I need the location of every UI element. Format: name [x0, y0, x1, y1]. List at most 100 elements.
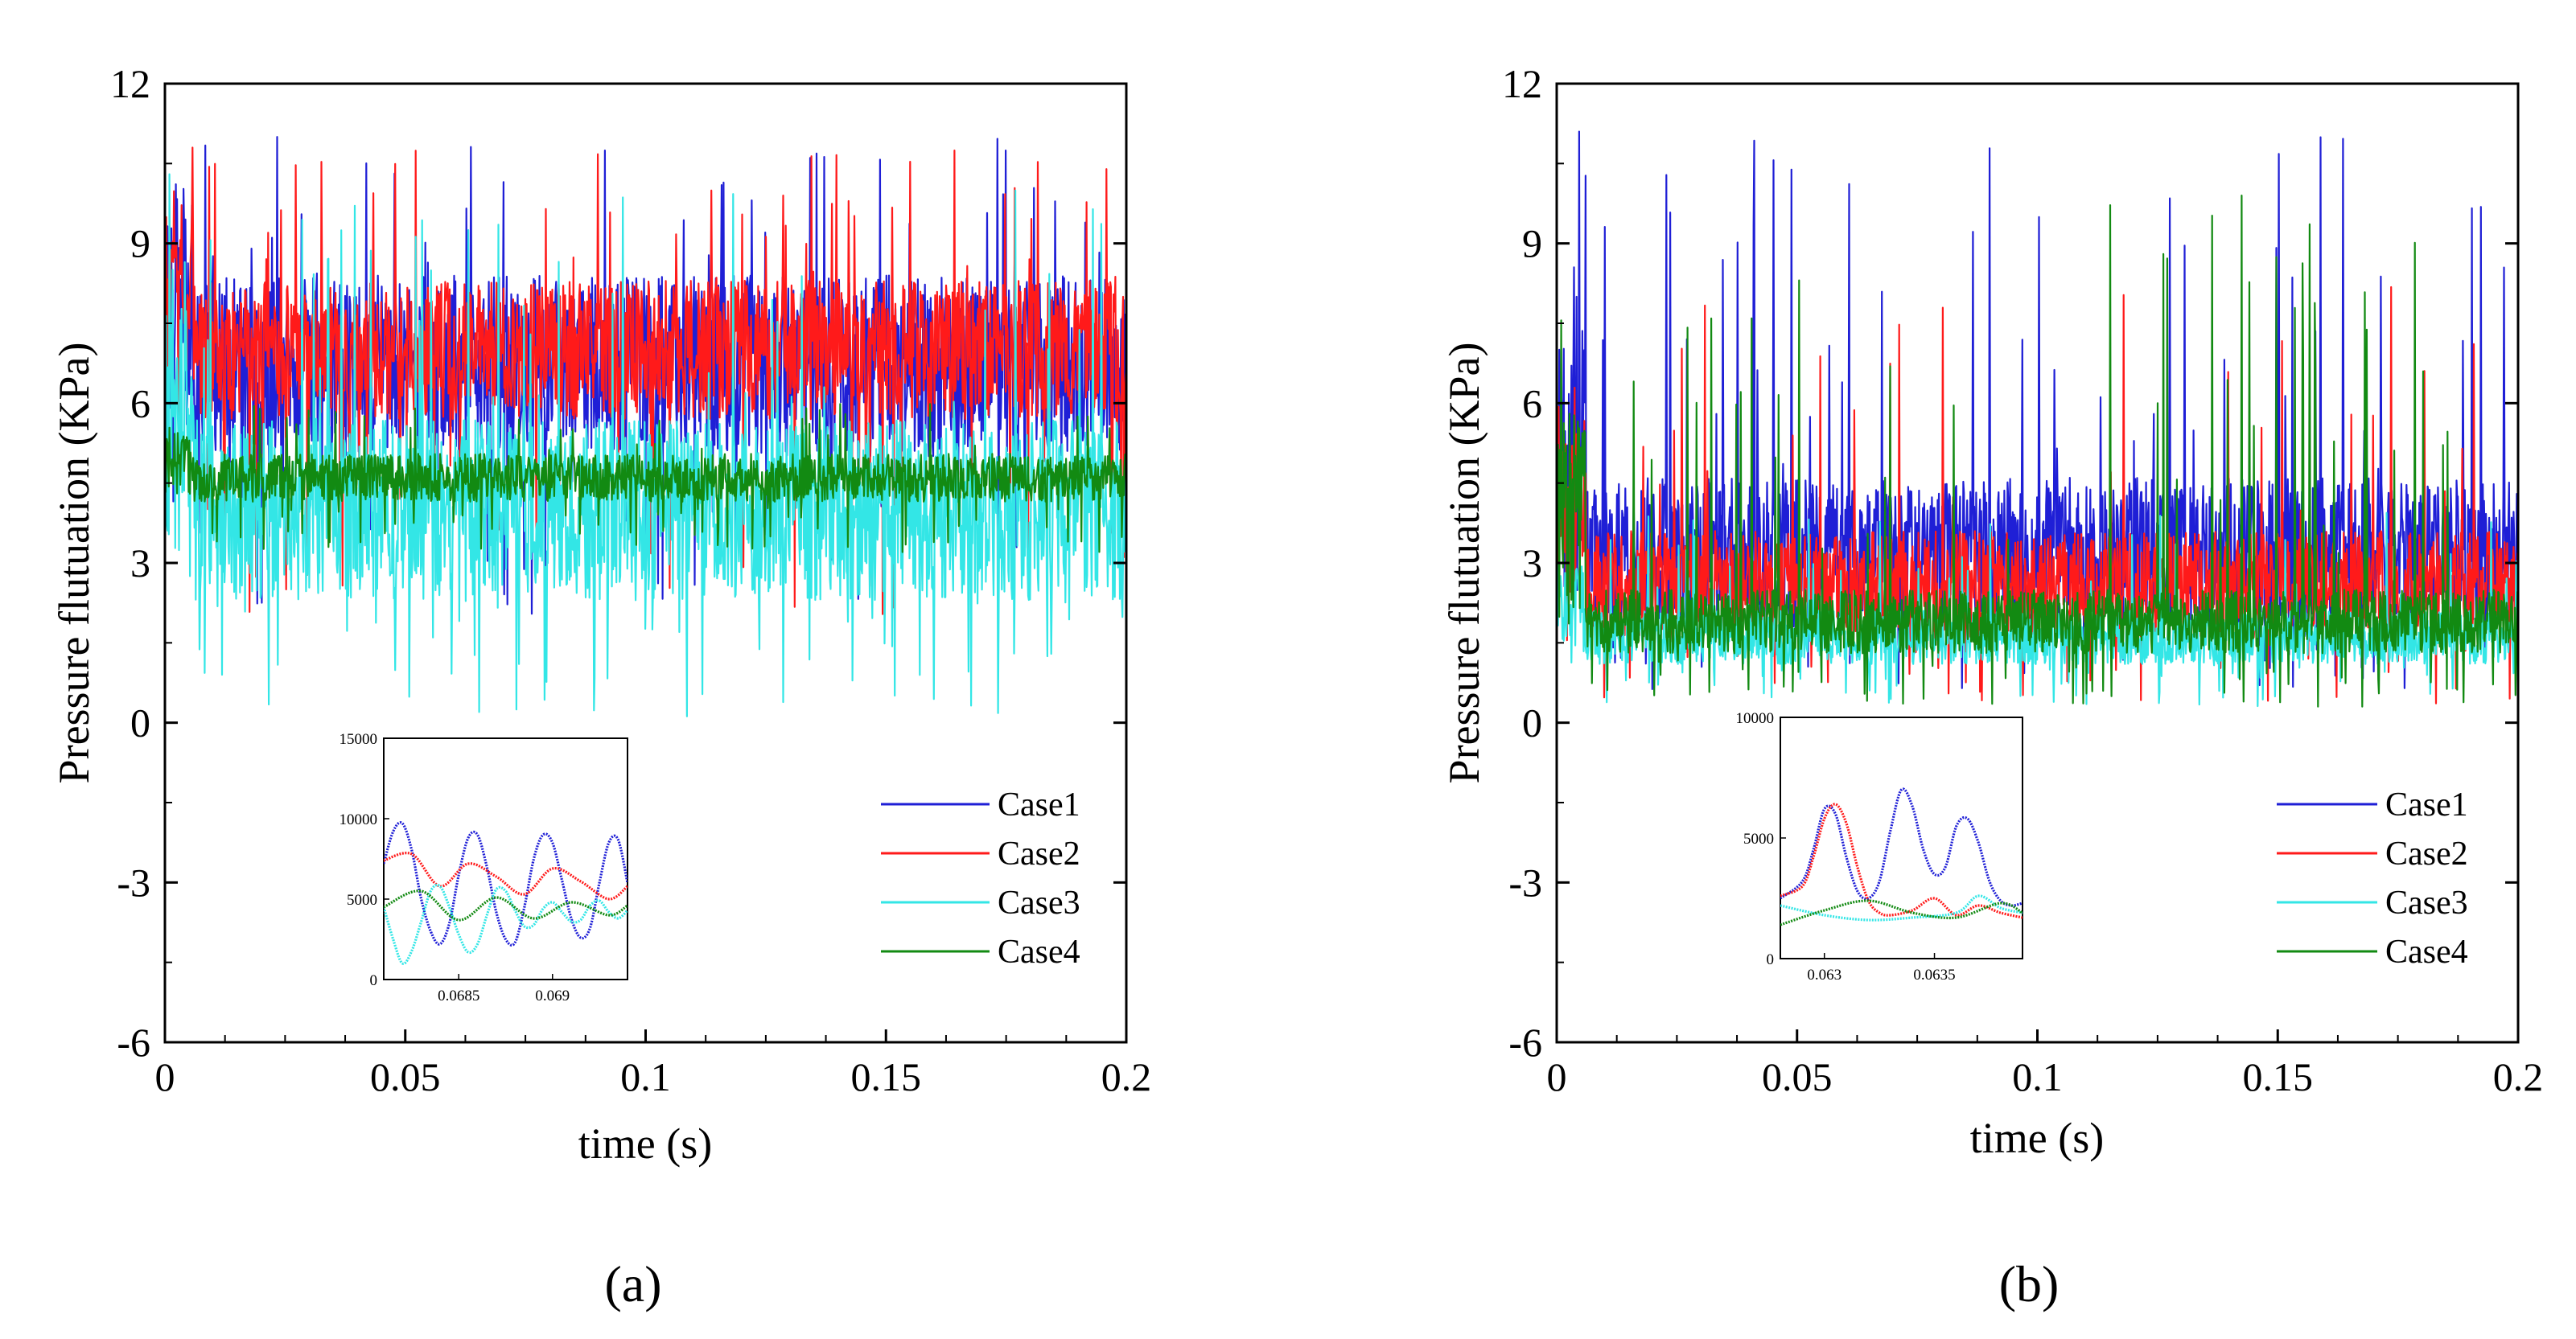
panel-b-y-tick-label-3: 3	[1522, 540, 1542, 585]
panel-b-legend-item-case4: Case4	[2277, 934, 2468, 971]
panel-b-x-tick-label-2: 0.1	[2012, 1054, 2063, 1099]
panel-b-inset-x-ticks: 0.063 0.0635	[1807, 953, 1956, 984]
panel-a-x-tick-3: 0.15	[851, 1029, 922, 1099]
panel-b-series-case4	[1557, 195, 2518, 708]
panel-a-inset-series-case1	[384, 821, 628, 947]
panel-a-x-tick-label-4: 0.2	[1101, 1054, 1152, 1099]
panel-a-y-tick-5: 9	[130, 221, 1126, 266]
panel-b-x-tick-3: 0.15	[2243, 1029, 2314, 1099]
panel-b-inset-series-case2	[1780, 803, 2023, 919]
panel-b-y-tick-label-1: -3	[1508, 860, 1542, 905]
panel-a-y-tick-label-5: 9	[130, 221, 150, 266]
panel-a-y-tick-label-1: -3	[117, 860, 150, 905]
panel-a: -6 -3 0 3 6 9 12 0 0.05 0.1 0.15 0.2 time (s) Pres…	[50, 61, 1151, 1312]
panel-a-inset-series-case3	[384, 883, 628, 965]
panel-b-x-tick-label-4: 0.2	[2493, 1054, 2544, 1099]
panel-a-inset-y-tick-label-3: 15000	[339, 731, 378, 748]
panel-a-legend: Case1 Case2 Case3 Case4	[881, 787, 1080, 971]
panel-a-x-axis-label: time (s)	[578, 1119, 712, 1168]
panel-b-y-tick-1: -3	[1508, 860, 2518, 905]
panel-b-y-tick-6: 12	[1502, 61, 2518, 106]
panel-b-x-tick-label-3: 0.15	[2243, 1054, 2314, 1099]
panel-a-inset-y-tick-label-1: 5000	[347, 892, 377, 909]
panel-b-series-case3	[1557, 511, 2518, 708]
panel-a-series-case4	[165, 403, 1126, 553]
panel-b-legend-label-case4: Case4	[2385, 934, 2468, 971]
panel-a-legend-label-case2: Case2	[998, 836, 1080, 873]
panel-a-inset-x-tick-label-0: 0.0685	[438, 988, 479, 1004]
panel-a-y-tick-1: -3	[117, 860, 1126, 905]
panel-b-x-tick-label-1: 0.05	[1762, 1054, 1833, 1099]
panel-b-legend-label-case3: Case3	[2385, 885, 2468, 922]
panel-b-x-ticks: 0 0.05 0.1 0.15 0.2	[1547, 1029, 2544, 1099]
panel-a-y-tick-label-4: 6	[130, 380, 150, 425]
panel-a-x-tick-label-0: 0	[155, 1054, 175, 1099]
panel-a-x-tick-1: 0.05	[370, 1029, 441, 1099]
panel-a-y-tick-label-6: 12	[110, 61, 150, 106]
panel-b-x-tick-1: 0.05	[1762, 1029, 1833, 1099]
panel-b-inset-series-case1	[1780, 787, 2023, 907]
panel-b-inset-y-tick-label-0: 0	[1767, 951, 1775, 968]
panel-a-inset-frame	[383, 737, 628, 980]
panel-a-inset-y-tick-label-2: 10000	[339, 811, 378, 828]
panel-b-y-axis-label: Pressure flutuation (KPa)	[1440, 343, 1488, 784]
panel-b-inset-x-tick-label-0: 0.063	[1807, 967, 1841, 984]
panel-b-y-ticks: -6 -3 0 3 6 9 12	[1502, 61, 2518, 1065]
panel-b-x-tick-4: 0.2	[2493, 1029, 2544, 1099]
panel-b-legend-item-case3: Case3	[2277, 885, 2468, 922]
panel-a-inset-series-layer	[384, 821, 628, 965]
panel-b-y-tick-5: 9	[1522, 221, 2518, 266]
panel-b-y-tick-label-6: 12	[1502, 61, 1542, 106]
panel-a-legend-label-case4: Case4	[998, 934, 1080, 971]
panel-a-x-tick-2: 0.1	[620, 1029, 671, 1099]
panel-b-legend-item-case1: Case1	[2277, 787, 2468, 824]
panel-b-inset-y-tick-label-2: 10000	[1736, 710, 1775, 727]
panel-b-y-tick-4: 6	[1522, 380, 2518, 425]
panel-b-inset: 0 5000 10000 0.063 0.0635	[1736, 710, 2023, 984]
panel-a-x-tick-0: 0	[155, 1029, 175, 1099]
panel-b-y-tick-label-5: 9	[1522, 221, 1542, 266]
panel-b-inset-series-case4	[1780, 899, 2023, 926]
panel-b-x-tick-0: 0	[1547, 1029, 1567, 1099]
panel-b-inset-y-tick-label-1: 5000	[1743, 831, 1774, 848]
panel-a-inset-y-ticks: 0 5000 10000 15000	[339, 731, 389, 989]
panel-b-inset-y-ticks: 0 5000 10000	[1736, 710, 1786, 968]
panel-a-y-tick-label-0: -6	[117, 1020, 150, 1065]
panel-b-legend: Case1 Case2 Case3 Case4	[2277, 787, 2468, 971]
panel-a-x-tick-label-2: 0.1	[620, 1054, 671, 1099]
panel-b-series-case2	[1557, 285, 2518, 704]
panel-b-y-tick-label-2: 0	[1522, 700, 1542, 745]
panel-a-x-tick-label-1: 0.05	[370, 1054, 441, 1099]
panel-b-x-tick-2: 0.1	[2012, 1029, 2063, 1099]
panel-a-series-case2	[165, 146, 1126, 615]
panel-b-legend-label-case1: Case1	[2385, 787, 2468, 824]
panel-b-inset-x-tick-label-1: 0.0635	[1913, 967, 1955, 984]
panel-a-inset-x-ticks: 0.0685 0.069	[438, 974, 570, 1004]
panel-a-x-ticks: 0 0.05 0.1 0.15 0.2	[155, 1029, 1152, 1099]
panel-b-y-tick-2: 0	[1522, 700, 2518, 745]
panel-a-y-tick-4: 6	[130, 380, 1126, 425]
panel-a-legend-item-case1: Case1	[881, 787, 1080, 824]
panel-b-legend-label-case2: Case2	[2385, 836, 2468, 873]
panel-a-inset-series-case4	[384, 889, 628, 922]
panel-b-inset-series-case3	[1780, 894, 2023, 922]
panel-a-legend-item-case2: Case2	[881, 836, 1080, 873]
panel-b-y-tick-0: -6	[1508, 1020, 2518, 1065]
panel-a-legend-label-case3: Case3	[998, 885, 1080, 922]
panel-a-inset-y-tick-label-0: 0	[370, 972, 378, 989]
panel-b-y-tick-label-0: -6	[1508, 1020, 1542, 1065]
panel-a-inset: 0 5000 10000 15000 0.0685 0.069	[339, 731, 628, 1004]
panel-b-inset-series-layer	[1780, 787, 2023, 926]
panel-b-x-tick-label-0: 0	[1547, 1054, 1567, 1099]
panel-a-y-tick-label-3: 3	[130, 540, 150, 585]
panel-a-x-tick-4: 0.2	[1101, 1029, 1152, 1099]
panel-b-series-layer	[1557, 130, 2518, 708]
panel-a-legend-label-case1: Case1	[998, 787, 1080, 824]
panel-b-caption: (b)	[1999, 1255, 2060, 1312]
panel-a-x-tick-label-3: 0.15	[851, 1054, 922, 1099]
panel-a-inset-x-tick-label-1: 0.069	[535, 988, 570, 1004]
panel-a-legend-item-case3: Case3	[881, 885, 1080, 922]
panel-b-legend-item-case2: Case2	[2277, 836, 2468, 873]
panel-b-plot	[1557, 130, 2518, 708]
